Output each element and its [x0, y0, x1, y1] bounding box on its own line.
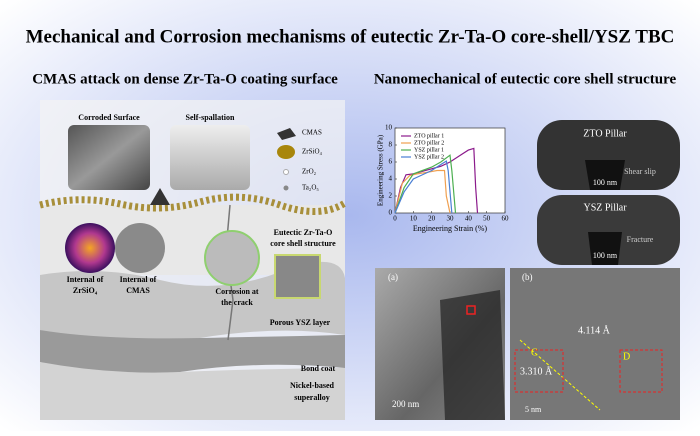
legend-label: YSZ pillar 1 — [414, 147, 444, 153]
layer-label: Porous YSZ layer — [270, 318, 331, 327]
x-tick-label: 30 — [447, 215, 455, 223]
y-axis-label: Engineering Stress (GPa) — [377, 134, 385, 206]
series-line — [394, 160, 453, 214]
y-tick-label: 2 — [389, 192, 393, 200]
inset-label: Internal of — [120, 275, 157, 284]
spacing-label: 4.114 Å — [578, 324, 611, 336]
inset-label: Corrosion at — [215, 287, 259, 296]
legend-label: ZrO₂ — [302, 168, 317, 176]
inset-label: Internal of — [67, 275, 104, 284]
y-tick-label: 8 — [389, 141, 393, 149]
legend-label: CMAS — [302, 129, 322, 137]
inset-label: ZrSiO₄ — [73, 286, 98, 295]
layer-label: Bond coat — [301, 364, 336, 373]
pillar-images — [537, 120, 680, 265]
panel-label: (a) — [388, 272, 398, 282]
legend-label: ZrSiO₄ — [302, 148, 323, 156]
image-label: Corroded Surface — [78, 113, 140, 122]
legend-label: ZTO pillar 1 — [414, 133, 444, 139]
inset-label: Eutectic Zr-Ta-O — [274, 228, 333, 237]
x-tick-label: 60 — [502, 215, 510, 223]
inset-label: the crack — [221, 298, 253, 307]
inset-label: CMAS — [126, 286, 150, 295]
y-tick-label: 6 — [389, 158, 393, 166]
y-tick-label: 4 — [389, 175, 393, 183]
scale-label: 100 nm — [593, 251, 618, 260]
pillar-note: Fracture — [627, 235, 654, 244]
panel-label: (b) — [522, 272, 533, 282]
x-tick-label: 0 — [393, 215, 397, 223]
x-tick-label: 50 — [483, 215, 491, 223]
inset-label: core shell structure — [270, 239, 336, 248]
layer-label: superalloy — [294, 393, 330, 402]
y-tick-label: 10 — [385, 124, 393, 132]
legend-label: YSZ pillar 2 — [414, 154, 444, 160]
pillar-title: ZTO Pillar — [583, 128, 627, 139]
y-tick-label: 0 — [389, 209, 393, 217]
tem-images — [375, 268, 680, 420]
pillar-note: Shear slip — [624, 167, 656, 176]
legend-label: ZTO pillar 2 — [414, 140, 444, 146]
spacing-label: 3.310 Å — [520, 365, 553, 377]
x-axis-label: Engineering Strain (%) — [413, 224, 488, 233]
plot-area — [394, 127, 506, 214]
mark-label: C — [531, 347, 538, 358]
mark-label: D — [623, 351, 630, 362]
x-tick-label: 20 — [428, 215, 436, 223]
scale-label: 200 nm — [392, 399, 419, 409]
left-heading: CMAS attack on dense Zr-Ta-O coating sur… — [32, 71, 338, 87]
scale-label: 5 nm — [525, 405, 542, 414]
x-tick-label: 10 — [410, 215, 418, 223]
layer-label: Nickel-based — [290, 381, 335, 390]
image-label: Self-spallation — [186, 113, 235, 122]
legend-label: Ta₂O₅ — [302, 184, 319, 192]
scale-label: 100 nm — [593, 178, 618, 187]
title: Mechanical and Corrosion mechanisms of e… — [26, 26, 675, 47]
right-heading: Nanomechanical of eutectic core shell st… — [374, 71, 677, 87]
x-tick-label: 40 — [465, 215, 473, 223]
schematic — [39, 100, 347, 420]
series-line — [394, 154, 457, 214]
pillar-title: YSZ Pillar — [583, 202, 627, 213]
series-line — [394, 147, 479, 214]
